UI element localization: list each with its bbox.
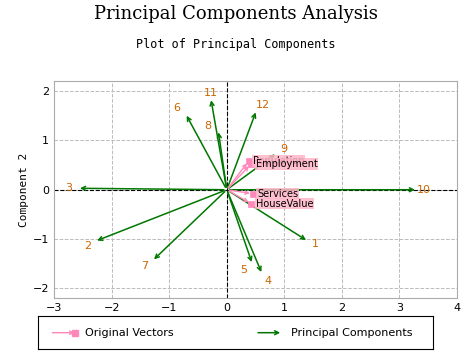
- Text: HouseValue: HouseValue: [255, 198, 313, 209]
- Text: Population: Population: [253, 156, 305, 166]
- Text: Principal Components Analysis: Principal Components Analysis: [94, 5, 377, 23]
- Text: Employment: Employment: [255, 159, 317, 169]
- Text: 11: 11: [203, 88, 218, 97]
- Text: 3: 3: [65, 183, 72, 193]
- Text: 10: 10: [416, 185, 430, 195]
- Y-axis label: Component 2: Component 2: [19, 152, 29, 227]
- Text: 2: 2: [84, 241, 91, 251]
- Text: 12: 12: [255, 100, 269, 110]
- Text: Services: Services: [257, 189, 298, 199]
- Text: Principal Components: Principal Components: [291, 328, 413, 338]
- Text: 4: 4: [265, 276, 272, 286]
- Text: Plot of Principal Components: Plot of Principal Components: [136, 38, 335, 51]
- Text: 8: 8: [204, 121, 211, 131]
- Text: 6: 6: [173, 103, 180, 113]
- Text: 5: 5: [241, 265, 248, 275]
- Text: 7: 7: [141, 261, 149, 271]
- Text: 9: 9: [281, 144, 288, 154]
- Text: Original Vectors: Original Vectors: [85, 328, 174, 338]
- Text: 1: 1: [312, 239, 319, 249]
- X-axis label: Component 1: Component 1: [219, 317, 292, 327]
